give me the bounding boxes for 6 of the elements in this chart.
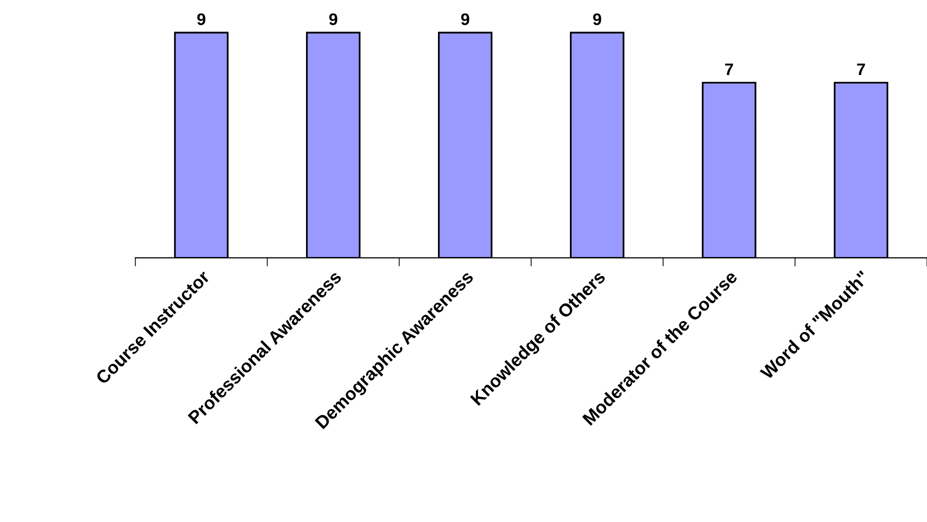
data-label: 7	[857, 64, 865, 76]
data-label: 9	[197, 13, 206, 26]
data-label: 9	[329, 13, 338, 26]
data-label: 9	[593, 13, 602, 26]
data-label: 9	[461, 13, 470, 26]
data-label: 7	[725, 64, 733, 76]
